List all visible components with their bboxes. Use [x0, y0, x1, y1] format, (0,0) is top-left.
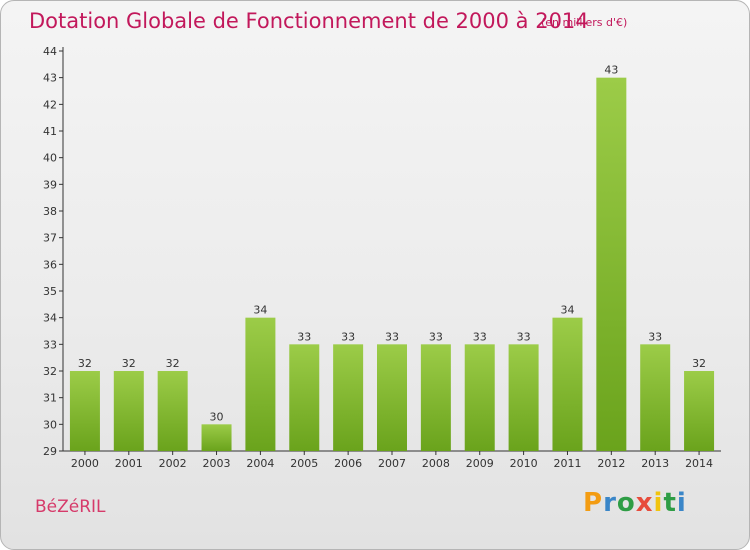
data-label: 32 [122, 357, 136, 370]
y-tick-label: 34 [43, 312, 57, 325]
bar [552, 317, 583, 451]
x-tick-label: 2007 [378, 457, 406, 470]
y-tick-label: 29 [43, 445, 57, 458]
x-tick-label: 2008 [422, 457, 450, 470]
logo-letter: i [653, 488, 664, 518]
bar [157, 371, 188, 451]
logo-letter: x [635, 488, 654, 518]
y-tick-label: 41 [43, 125, 57, 138]
bar [640, 344, 671, 451]
data-label: 33 [341, 330, 355, 343]
y-tick-label: 39 [43, 178, 57, 191]
data-label: 30 [210, 410, 224, 423]
bar [245, 317, 276, 451]
y-tick-label: 36 [43, 258, 57, 271]
x-tick-label: 2000 [71, 457, 99, 470]
bar [69, 371, 100, 451]
bar [333, 344, 364, 451]
x-tick-label: 2002 [159, 457, 187, 470]
chart-subtitle: (en milliers d'€) [541, 16, 628, 29]
data-label: 33 [297, 330, 311, 343]
y-tick-label: 33 [43, 338, 57, 351]
data-label: 34 [253, 304, 267, 317]
proxiti-logo: Proxiti [583, 488, 687, 518]
y-tick-label: 40 [43, 152, 57, 165]
data-label: 33 [517, 330, 531, 343]
commune-name: BéZéRIL [35, 497, 106, 517]
logo-letter: o [616, 488, 636, 518]
logo-letter: t [663, 488, 677, 518]
x-tick-label: 2010 [510, 457, 538, 470]
y-tick-label: 30 [43, 418, 57, 431]
logo-letter: r [603, 488, 617, 518]
bar [508, 344, 539, 451]
x-tick-label: 2004 [246, 457, 274, 470]
y-tick-label: 31 [43, 392, 57, 405]
x-tick-label: 2003 [203, 457, 231, 470]
logo-letter: i [676, 488, 687, 518]
y-tick-label: 35 [43, 285, 57, 298]
data-label: 33 [648, 330, 662, 343]
logo-letter: P [583, 488, 604, 518]
bar [420, 344, 451, 451]
bar [113, 371, 144, 451]
bar [684, 371, 715, 451]
bar [289, 344, 320, 451]
bar [201, 424, 232, 451]
x-tick-label: 2005 [290, 457, 318, 470]
x-tick-label: 2013 [641, 457, 669, 470]
bar [377, 344, 407, 451]
x-tick-label: 2012 [597, 457, 625, 470]
x-tick-label: 2014 [685, 457, 713, 470]
data-label: 32 [166, 357, 180, 370]
data-label: 34 [560, 304, 574, 317]
data-label: 33 [473, 330, 487, 343]
x-tick-label: 2006 [334, 457, 362, 470]
chart-title: Dotation Globale de Fonctionnement de 20… [29, 9, 589, 33]
x-tick-label: 2001 [115, 457, 143, 470]
bar [596, 77, 627, 452]
data-label: 33 [429, 330, 443, 343]
y-tick-label: 44 [43, 45, 57, 58]
x-tick-label: 2009 [466, 457, 494, 470]
bar [464, 344, 495, 451]
y-tick-label: 37 [43, 232, 57, 245]
data-label: 33 [385, 330, 399, 343]
y-tick-label: 38 [43, 205, 57, 218]
x-tick-label: 2011 [553, 457, 581, 470]
data-label: 32 [78, 357, 92, 370]
y-tick-label: 42 [43, 98, 57, 111]
data-label: 32 [692, 357, 706, 370]
data-label: 43 [604, 64, 618, 77]
y-tick-label: 32 [43, 365, 57, 378]
y-tick-label: 43 [43, 72, 57, 85]
